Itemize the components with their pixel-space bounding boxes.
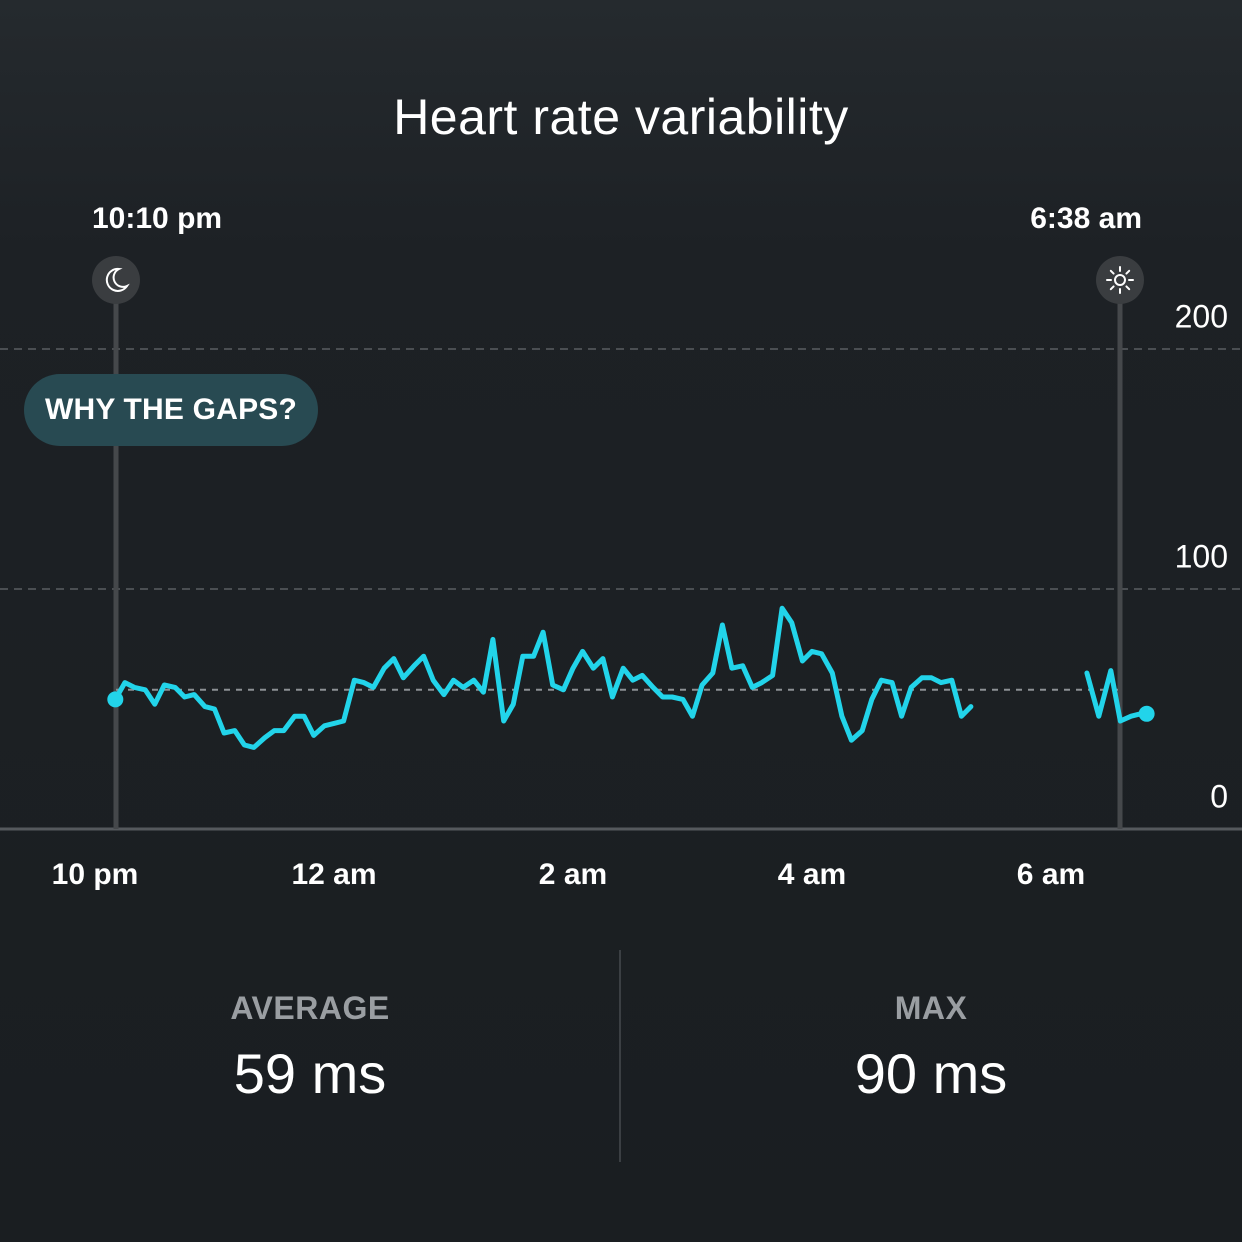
sleep-start-time: 10:10 pm	[92, 202, 223, 235]
x-tick-label: 4 am	[777, 858, 847, 891]
hrv-chart	[0, 280, 1242, 831]
x-tick-label: 6 am	[1016, 858, 1086, 891]
x-tick-label: 10 pm	[51, 858, 139, 891]
hrv-series-line-segment-1	[112, 605, 974, 750]
y-tick-label: 0	[1210, 778, 1228, 815]
y-tick-label: 100	[1174, 538, 1228, 575]
average-stat: AVERAGE 59 ms	[0, 990, 620, 1106]
x-tick-label: 12 am	[291, 858, 377, 891]
series-end-point	[1138, 705, 1155, 722]
x-tick-label: 2 am	[538, 858, 608, 891]
average-value: 59 ms	[233, 1042, 387, 1105]
sleep-end-time: 6:38 am	[1030, 202, 1142, 235]
average-label: AVERAGE	[230, 990, 390, 1026]
moon-icon	[92, 256, 140, 304]
hrv-series-line-segment-2	[1084, 668, 1144, 724]
sun-icon	[1096, 256, 1144, 304]
page-title: Heart rate variability	[393, 89, 849, 145]
why-the-gaps-button[interactable]: WHY THE GAPS?	[24, 374, 318, 446]
max-label: MAX	[894, 990, 968, 1026]
stats-divider	[619, 950, 621, 1162]
max-stat: MAX 90 ms	[621, 990, 1241, 1106]
max-value: 90 ms	[854, 1042, 1008, 1105]
y-tick-label: 200	[1174, 298, 1228, 335]
series-start-point	[107, 691, 124, 708]
